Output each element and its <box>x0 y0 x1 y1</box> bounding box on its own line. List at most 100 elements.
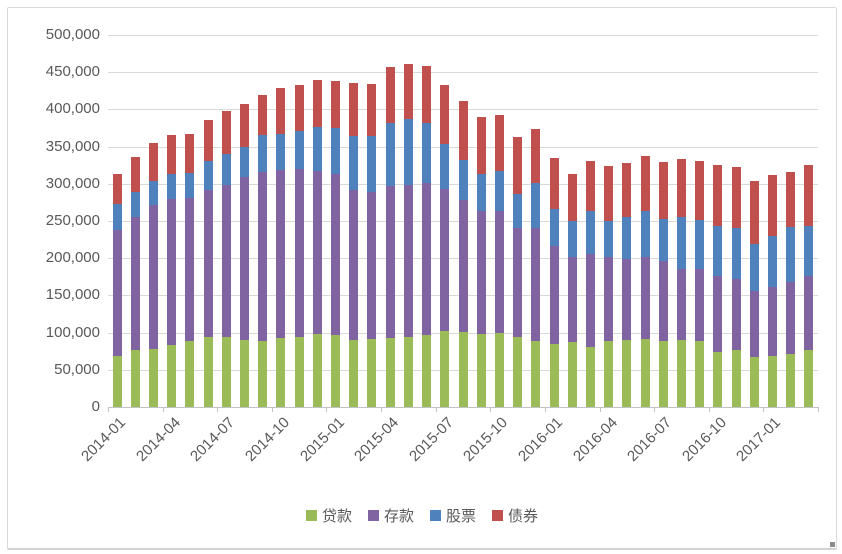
bar-segment-债券 <box>713 165 723 227</box>
bar-segment-债券 <box>294 84 304 132</box>
bar-segment-存款 <box>476 211 486 335</box>
bar-segment-贷款 <box>367 338 377 407</box>
bar-segment-债券 <box>440 85 450 144</box>
stacked-bar-2014-04 <box>167 35 177 407</box>
bar-segment-贷款 <box>622 339 632 407</box>
stacked-bar-2014-02 <box>130 35 140 407</box>
bar-segment-存款 <box>695 268 705 342</box>
y-tick-label: 100,000 <box>45 323 100 341</box>
stacked-bar-2014-10 <box>276 35 286 407</box>
stacked-bar-2016-06 <box>640 35 650 407</box>
bar-segment-债券 <box>622 162 632 218</box>
bar-segment-股票 <box>203 160 213 190</box>
bar-segment-存款 <box>804 276 814 350</box>
bar-segment-贷款 <box>385 338 395 407</box>
bar-segment-股票 <box>494 170 504 211</box>
bar-segment-股票 <box>604 220 614 258</box>
bar-segment-存款 <box>567 257 577 343</box>
bar-segment-存款 <box>349 189 359 340</box>
resize-handle-icon <box>830 542 835 547</box>
bar-segment-贷款 <box>185 341 195 407</box>
y-tick-label: 350,000 <box>45 137 100 155</box>
legend-label: 存款 <box>383 508 414 525</box>
bar-segment-债券 <box>767 174 777 237</box>
bar-segment-债券 <box>167 135 177 175</box>
y-tick-label: 400,000 <box>45 100 100 118</box>
gridline <box>108 35 818 36</box>
x-tick <box>654 407 656 412</box>
bar-segment-贷款 <box>749 357 759 407</box>
bar-segment-债券 <box>513 137 523 194</box>
bar-segment-贷款 <box>167 344 177 407</box>
bar-segment-存款 <box>258 171 268 341</box>
bar-segment-债券 <box>531 128 541 184</box>
stacked-bar-2016-01 <box>549 35 559 407</box>
bar-segment-存款 <box>640 257 650 339</box>
x-tick <box>271 407 273 412</box>
bar-segment-股票 <box>585 211 595 255</box>
stacked-bar-2015-05 <box>403 35 413 407</box>
bar-segment-存款 <box>312 170 322 335</box>
stacked-bar-2016-04 <box>604 35 614 407</box>
bar-segment-贷款 <box>731 349 741 407</box>
bar-segment-股票 <box>458 159 468 200</box>
stacked-bar-2015-07 <box>440 35 450 407</box>
stacked-bar-2015-11 <box>513 35 523 407</box>
bar-segment-贷款 <box>331 335 341 407</box>
bar-segment-贷款 <box>203 337 213 407</box>
bar-segment-存款 <box>494 210 504 333</box>
bar-segment-股票 <box>349 136 359 190</box>
stacked-bar-2016-12 <box>749 35 759 407</box>
stacked-bar-2016-09 <box>695 35 705 407</box>
bar-segment-债券 <box>403 64 413 119</box>
bar-segment-存款 <box>622 258 632 340</box>
bar-segment-贷款 <box>458 331 468 407</box>
bar-segment-股票 <box>749 244 759 292</box>
bar-segment-存款 <box>167 198 177 345</box>
stacked-bar-2016-03 <box>585 35 595 407</box>
bar-segment-贷款 <box>804 349 814 407</box>
bar-segment-存款 <box>713 276 723 352</box>
bar-segment-债券 <box>349 83 359 137</box>
bar-segment-存款 <box>185 197 195 342</box>
stacked-bar-2014-03 <box>149 35 158 407</box>
stacked-bar-2015-04 <box>385 35 395 407</box>
y-tick-label: 450,000 <box>45 63 100 81</box>
bar-segment-股票 <box>640 211 650 258</box>
bar-segment-贷款 <box>658 340 668 407</box>
bar-segment-贷款 <box>276 338 286 407</box>
x-tick <box>818 407 819 412</box>
bar-segment-贷款 <box>786 354 796 407</box>
legend-label: 贷款 <box>321 508 352 525</box>
bar-segment-股票 <box>658 218 668 262</box>
bar-segment-股票 <box>422 122 432 184</box>
bar-segment-股票 <box>367 136 377 192</box>
bar-segment-债券 <box>331 80 341 128</box>
stacked-bar-2017-01 <box>767 35 777 407</box>
bar-segment-股票 <box>331 128 341 175</box>
gridline <box>108 72 818 74</box>
bar-segment-股票 <box>312 127 322 171</box>
bar-segment-债券 <box>312 79 322 128</box>
legend-item-贷款: 贷款 <box>305 505 352 526</box>
bar-segment-股票 <box>385 122 395 187</box>
bar-segment-贷款 <box>531 340 541 407</box>
legend-item-股票: 股票 <box>430 505 476 526</box>
bar-segment-存款 <box>422 183 432 336</box>
bar-segment-存款 <box>367 192 377 339</box>
bar-segment-股票 <box>185 173 195 198</box>
bar-segment-贷款 <box>112 356 122 407</box>
bar-segment-存款 <box>294 168 304 338</box>
y-tick-label: 300,000 <box>45 174 100 192</box>
stacked-bar-2015-12 <box>531 35 541 407</box>
stacked-bar-2014-11 <box>294 35 304 407</box>
stacked-bar-2014-08 <box>240 35 250 407</box>
bar-segment-存款 <box>331 174 341 336</box>
x-tick <box>763 407 765 412</box>
bar-segment-存款 <box>604 257 614 342</box>
bar-segment-股票 <box>221 154 231 186</box>
legend-label: 债券 <box>508 508 539 525</box>
bar-segment-存款 <box>240 177 250 340</box>
bar-segment-贷款 <box>567 342 577 407</box>
bar-segment-债券 <box>585 161 595 212</box>
